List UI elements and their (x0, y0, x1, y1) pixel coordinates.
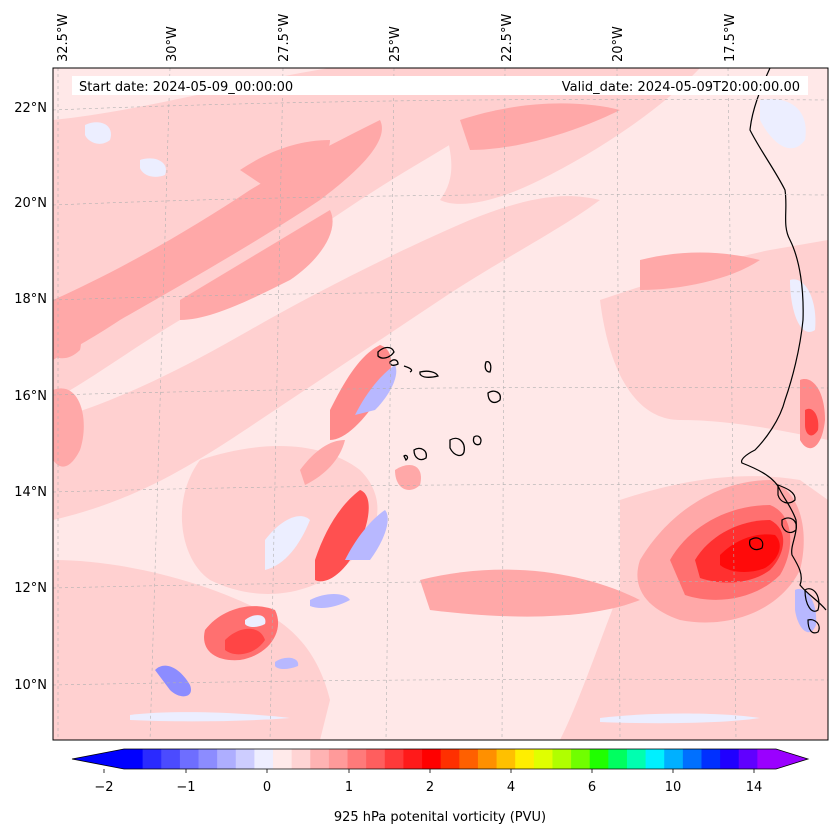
colorbar: −2 −1 0 1 2 4 6 10 14 925 hPa potenital vorticit… (71, 748, 810, 825)
colorbar-tick-label: 2 (426, 780, 434, 795)
colorbar-cell (496, 749, 516, 769)
colorbar-label: 925 hPa potenital vorticity (PVU) (334, 810, 546, 825)
colorbar-cell (366, 749, 386, 769)
colorbar-outline (71, 748, 810, 770)
colorbar-cell (310, 749, 330, 769)
start-date-label: Start date: 2024-05-09_00:00:00 (79, 80, 293, 95)
lon-label: 32.5°W (56, 14, 71, 62)
pv-field (53, 68, 828, 740)
colorbar-cell (515, 749, 535, 769)
colorbar-tick-label: 14 (746, 780, 763, 795)
colorbar-cell (235, 749, 255, 769)
colorbar-cell (217, 749, 237, 769)
lat-label: 18°N (14, 292, 47, 307)
colorbar-cell (664, 749, 684, 769)
lat-label: 12°N (14, 581, 47, 596)
colorbar-cell (273, 749, 293, 769)
colorbar-cell (626, 749, 647, 769)
colorbar-cell (757, 749, 777, 769)
colorbar-extend-high (776, 749, 808, 769)
colorbar-cell (608, 749, 628, 769)
lat-label: 22°N (14, 101, 47, 116)
colorbar-tick-label: −2 (94, 780, 113, 795)
colorbar-cell (720, 749, 740, 769)
lon-label: 30°W (165, 26, 180, 62)
coastline (740, 68, 827, 634)
colorbar-tick-label: 4 (507, 780, 515, 795)
lat-label: 20°N (14, 196, 47, 211)
colorbar-cell (403, 749, 423, 769)
colorbar-cell (179, 749, 200, 769)
colorbar-cell (422, 749, 442, 769)
lon-label: 27.5°W (277, 14, 292, 62)
colorbar-cell (254, 749, 274, 769)
colorbar-cell (440, 749, 460, 769)
colorbar-tick-label: 0 (263, 780, 271, 795)
colorbar-ticks: −2 −1 0 1 2 4 6 10 14 (94, 769, 762, 795)
colorbar-cell (161, 749, 181, 769)
start-date-box (72, 76, 312, 95)
longitude-labels: 32.5°W 30°W 27.5°W 25°W 22.5°W 20°W 17.5… (56, 14, 738, 62)
lon-label: 22.5°W (500, 14, 515, 62)
colorbar-cell (198, 749, 218, 769)
colorbar-cell (552, 749, 572, 769)
colorbar-cell (459, 749, 479, 769)
colorbar-extend-low (72, 749, 124, 769)
colorbar-cell (142, 749, 162, 769)
colorbar-tick-label: 10 (665, 780, 682, 795)
colorbar-cell (291, 749, 311, 769)
cape-verde-islands (377, 346, 501, 461)
colorbar-cell (645, 749, 665, 769)
colorbar-cell (328, 749, 349, 769)
pink-streaks (53, 103, 760, 617)
lat-label: 10°N (14, 678, 47, 693)
lat-label: 16°N (14, 389, 47, 404)
graticule (53, 68, 828, 740)
colorbar-cell (533, 749, 553, 769)
latitude-labels: 22°N 20°N 18°N 16°N 14°N 12°N 10°N (14, 101, 47, 693)
colorbar-cell (571, 749, 591, 769)
colorbar-cell (682, 749, 702, 769)
valid-date-box (312, 76, 808, 95)
lat-label: 14°N (14, 485, 47, 500)
colorbar-cells (124, 749, 777, 769)
valid-date-label: Valid_date: 2024-05-09T20:00:00.00 (562, 80, 800, 95)
colorbar-cell (477, 749, 498, 769)
colorbar-tick-label: 6 (588, 780, 596, 795)
map-frame (52, 67, 829, 741)
colorbar-cell (124, 749, 144, 769)
lon-label: 17.5°W (723, 14, 738, 62)
colorbar-cell (589, 749, 609, 769)
colorbar-cell (738, 749, 758, 769)
lon-label: 25°W (388, 26, 403, 62)
lon-label: 20°W (611, 26, 626, 62)
colorbar-cell (701, 749, 721, 769)
colorbar-cell (347, 749, 367, 769)
senegal-maximum (637, 379, 825, 633)
cape-verde-wake (155, 345, 421, 697)
colorbar-cell (384, 749, 404, 769)
colorbar-tick-label: 1 (345, 780, 353, 795)
colorbar-tick-label: −1 (176, 780, 195, 795)
